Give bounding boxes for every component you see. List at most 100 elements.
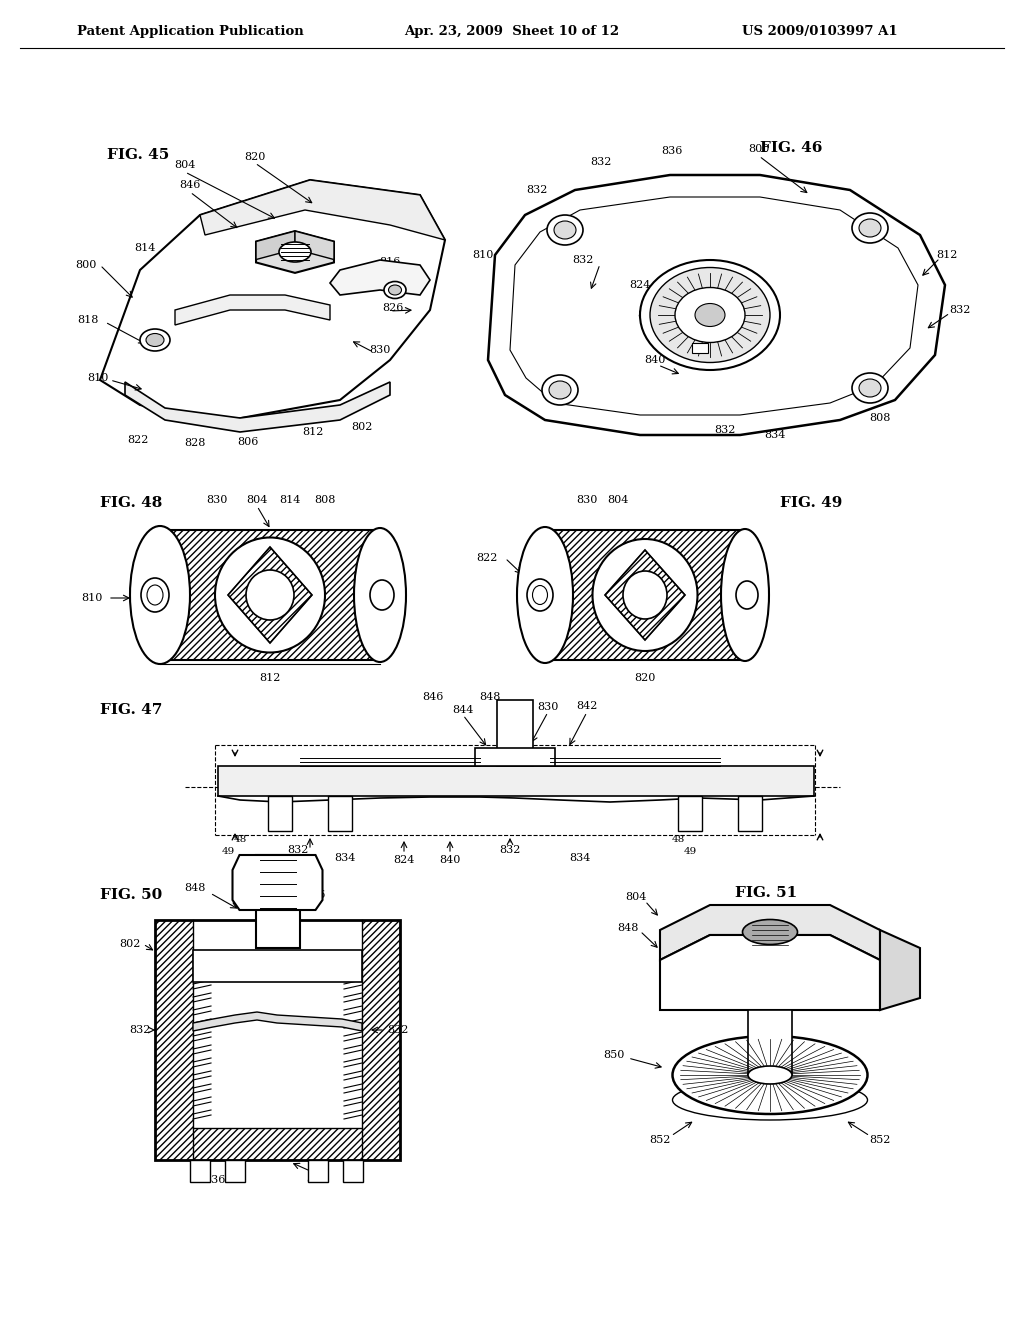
Text: 832: 832 (637, 310, 658, 319)
Ellipse shape (354, 528, 406, 663)
FancyBboxPatch shape (193, 950, 362, 982)
Text: 844: 844 (453, 705, 474, 715)
Ellipse shape (147, 585, 163, 605)
Text: 814: 814 (134, 243, 156, 253)
Ellipse shape (215, 537, 325, 652)
Text: 800: 800 (76, 260, 96, 271)
Ellipse shape (384, 281, 406, 298)
Text: 834: 834 (334, 853, 355, 863)
FancyBboxPatch shape (748, 1010, 792, 1074)
Text: 814: 814 (280, 495, 301, 506)
Text: 824: 824 (393, 855, 415, 865)
Ellipse shape (675, 288, 745, 342)
Text: 832: 832 (288, 845, 308, 855)
FancyBboxPatch shape (268, 796, 292, 832)
Text: 836: 836 (662, 147, 683, 156)
Text: 804: 804 (252, 880, 273, 890)
Text: FIG. 47: FIG. 47 (100, 704, 163, 717)
FancyBboxPatch shape (218, 766, 814, 796)
Text: 832: 832 (715, 425, 735, 436)
Text: 820: 820 (634, 673, 655, 682)
FancyBboxPatch shape (678, 796, 702, 832)
FancyBboxPatch shape (738, 796, 762, 832)
Ellipse shape (852, 374, 888, 403)
FancyBboxPatch shape (692, 343, 708, 352)
Text: 826: 826 (382, 304, 403, 313)
Text: 832: 832 (572, 255, 594, 265)
Ellipse shape (554, 220, 575, 239)
FancyBboxPatch shape (155, 920, 400, 1160)
Text: 832: 832 (949, 305, 971, 315)
Ellipse shape (246, 570, 294, 620)
Text: 842: 842 (577, 701, 598, 711)
Text: Patent Application Publication: Patent Application Publication (77, 25, 303, 38)
Text: 816: 816 (379, 257, 400, 267)
Text: 852: 852 (649, 1135, 671, 1144)
Text: 838: 838 (649, 333, 671, 343)
Text: 804: 804 (626, 892, 647, 902)
Text: FIG. 49: FIG. 49 (780, 496, 843, 510)
FancyBboxPatch shape (545, 531, 745, 660)
Ellipse shape (721, 529, 769, 661)
Text: 830: 830 (577, 495, 598, 506)
Ellipse shape (517, 527, 573, 663)
Ellipse shape (623, 572, 667, 619)
Text: 812: 812 (936, 249, 957, 260)
Text: 848: 848 (184, 883, 206, 894)
Text: 840: 840 (306, 1175, 328, 1185)
Text: 818: 818 (78, 315, 98, 325)
Ellipse shape (527, 579, 553, 611)
Text: 48: 48 (233, 836, 247, 845)
Polygon shape (175, 294, 330, 325)
Text: 848: 848 (617, 923, 639, 933)
Text: 846: 846 (422, 692, 443, 702)
FancyBboxPatch shape (160, 531, 380, 660)
FancyBboxPatch shape (328, 796, 352, 832)
Ellipse shape (859, 219, 881, 238)
Text: 812: 812 (259, 673, 281, 682)
Text: 824: 824 (630, 280, 650, 290)
Text: FIG. 51: FIG. 51 (735, 886, 798, 900)
Text: 832: 832 (387, 1026, 409, 1035)
Text: 802: 802 (351, 422, 373, 432)
Ellipse shape (748, 1067, 792, 1084)
Ellipse shape (673, 1036, 867, 1114)
Text: 810: 810 (472, 249, 494, 260)
Text: 834: 834 (764, 430, 785, 440)
Ellipse shape (140, 329, 170, 351)
FancyBboxPatch shape (225, 1160, 245, 1181)
Text: 832: 832 (129, 1026, 151, 1035)
Ellipse shape (146, 334, 164, 346)
Text: 812: 812 (302, 426, 324, 437)
Polygon shape (200, 180, 445, 240)
Ellipse shape (549, 381, 571, 399)
Text: 846: 846 (304, 890, 326, 900)
Ellipse shape (388, 285, 401, 294)
FancyBboxPatch shape (475, 748, 555, 766)
Text: 820: 820 (245, 152, 265, 162)
Text: US 2009/0103997 A1: US 2009/0103997 A1 (742, 25, 898, 38)
Text: FIG. 48: FIG. 48 (100, 496, 163, 510)
Ellipse shape (859, 379, 881, 397)
Text: 832: 832 (500, 845, 520, 855)
Text: 804: 804 (607, 495, 629, 506)
Text: 828: 828 (184, 438, 206, 447)
Text: FIG. 46: FIG. 46 (760, 141, 822, 154)
Polygon shape (660, 906, 880, 960)
Text: 49: 49 (683, 847, 696, 857)
Text: 852: 852 (869, 1135, 891, 1144)
Polygon shape (330, 260, 430, 294)
Text: 810: 810 (81, 593, 102, 603)
Polygon shape (295, 231, 334, 260)
Ellipse shape (130, 525, 190, 664)
Text: 836: 836 (205, 1175, 225, 1185)
Polygon shape (125, 381, 390, 432)
Text: 49: 49 (221, 847, 234, 857)
Ellipse shape (742, 920, 798, 945)
Polygon shape (193, 1012, 362, 1031)
Text: 840: 840 (644, 355, 666, 366)
Ellipse shape (736, 581, 758, 609)
Polygon shape (488, 176, 945, 436)
Ellipse shape (852, 213, 888, 243)
Text: 822: 822 (476, 553, 498, 564)
